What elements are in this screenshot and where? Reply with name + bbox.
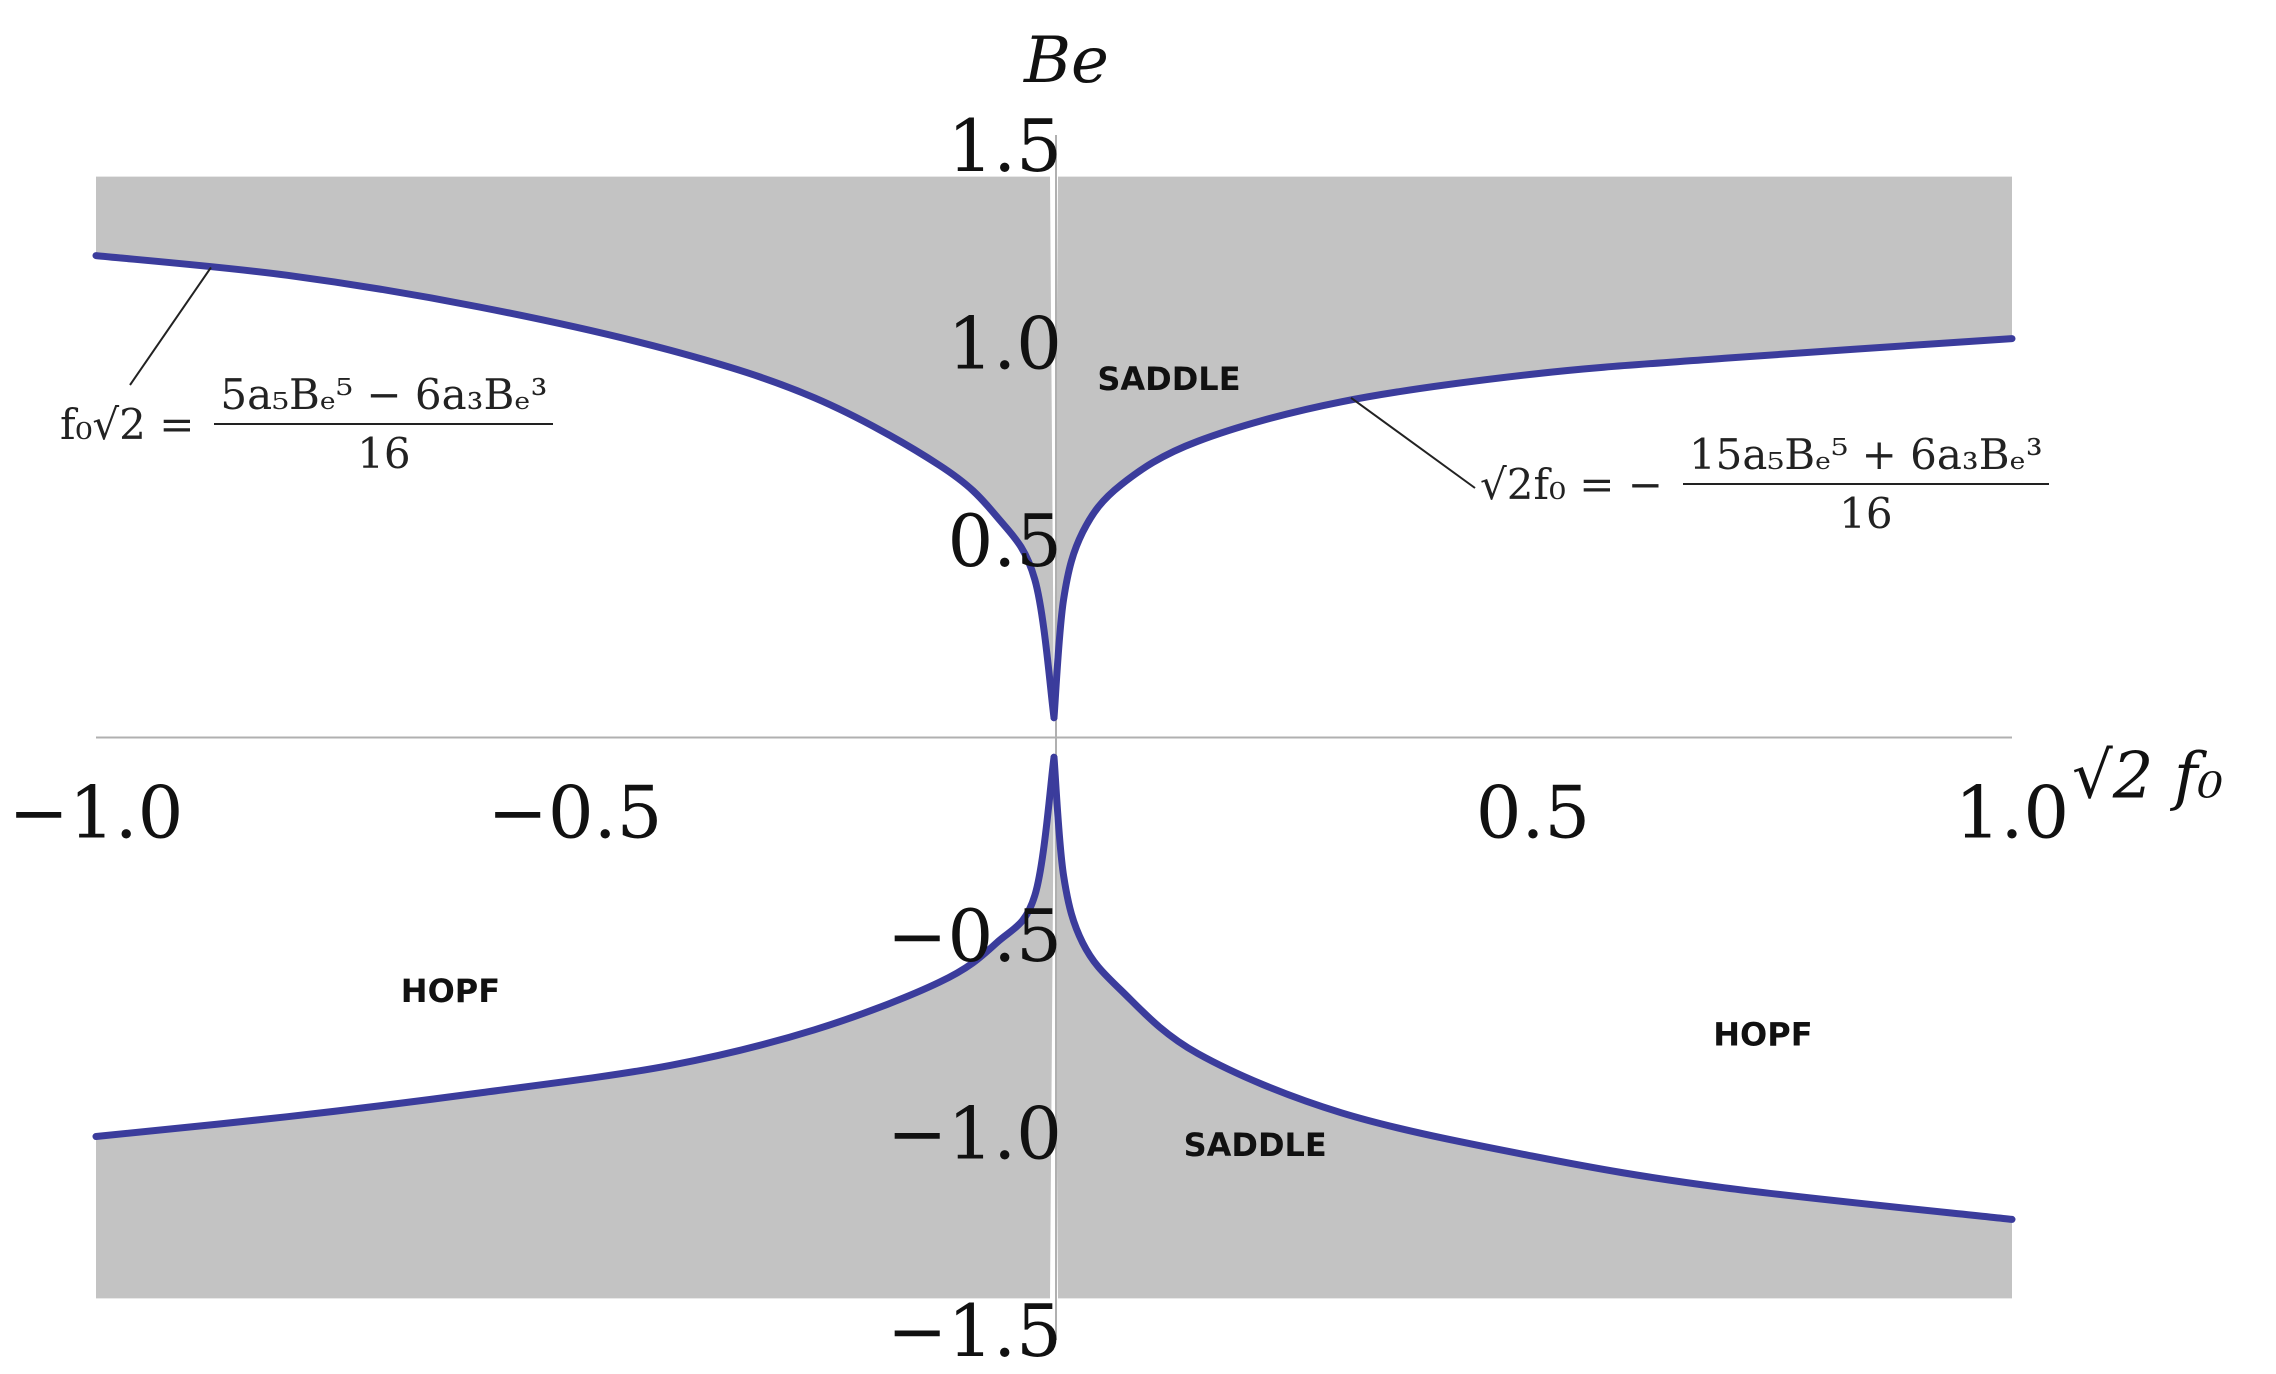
equation-right: √2f₀ = − 15a₅Bₑ⁵ + 6a₃Bₑ³ 16	[1480, 430, 2049, 538]
curve-2	[92, 753, 1058, 1140]
x-tick-label: −0.5	[488, 771, 663, 855]
y-tick-label: −0.5	[887, 894, 1062, 978]
y-tick-label: −1.0	[887, 1092, 1062, 1176]
leader-right	[1350, 396, 1476, 489]
labels: −1.0 −0.5 0.5 1.0 1.5 1.0 0.5 −0.5 −1.0 −1.5 Be √2 …	[9, 24, 2224, 1373]
curve-0	[92, 252, 1058, 722]
axes	[96, 135, 2012, 1340]
equation-left-numerator: 5a₅Bₑ⁵ − 6a₃Bₑ³	[214, 370, 554, 425]
shade-upper-left	[96, 176, 1054, 718]
region-label: SADDLE	[1184, 1126, 1327, 1164]
curve-1	[1050, 335, 2016, 722]
region-label: SADDLE	[1097, 360, 1240, 398]
equation-left-lead: f₀√2 =	[60, 399, 195, 449]
equation-left-denominator: 16	[357, 429, 411, 478]
shade-upper-right	[1054, 176, 2012, 718]
equation-left: f₀√2 = 5a₅Bₑ⁵ − 6a₃Bₑ³ 16	[60, 370, 554, 478]
region-label: HOPF	[401, 972, 500, 1010]
shade-lower-right	[1054, 757, 2012, 1299]
x-tick-label: −1.0	[9, 771, 184, 855]
equation-right-numerator: 15a₅Bₑ⁵ + 6a₃Bₑ³	[1682, 430, 2049, 485]
leader-left	[129, 266, 212, 386]
equation-left-fraction: 5a₅Bₑ⁵ − 6a₃Bₑ³ 16	[214, 370, 554, 478]
y-tick-label: −1.5	[887, 1289, 1062, 1373]
curve-3	[1050, 753, 2016, 1223]
x-tick-label: 1.0	[1955, 771, 2070, 855]
shade-lower-left	[96, 757, 1054, 1299]
y-axis-label: Be	[1023, 24, 1109, 98]
y-tick-label: 0.5	[947, 499, 1062, 583]
x-axis-label: √2 f₀	[2072, 740, 2223, 814]
region-label: HOPF	[1713, 1016, 1812, 1054]
x-tick-label: 0.5	[1476, 771, 1591, 855]
equation-right-denominator: 16	[1839, 489, 1893, 538]
shaded-regions	[96, 176, 2012, 1299]
y-tick-label: 1.0	[947, 302, 1062, 386]
equation-right-fraction: 15a₅Bₑ⁵ + 6a₃Bₑ³ 16	[1682, 430, 2049, 538]
curves	[92, 252, 2016, 1223]
y-tick-label: 1.5	[947, 104, 1062, 188]
equation-right-lead: √2f₀ = −	[1480, 459, 1663, 509]
